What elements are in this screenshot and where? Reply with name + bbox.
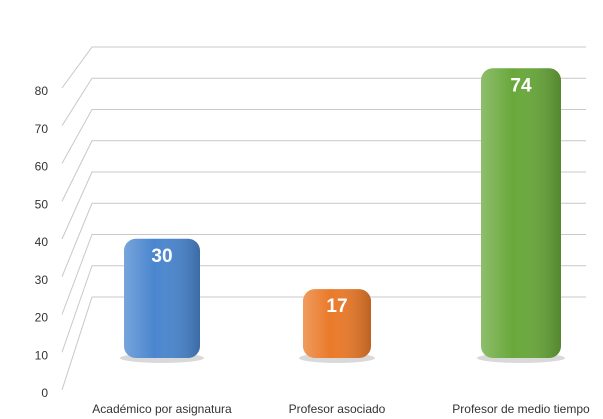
bar-shine: [124, 238, 200, 358]
y-tick-label: 60: [35, 160, 49, 174]
y-tick-label: 50: [35, 197, 49, 211]
y-tick-label: 40: [35, 235, 49, 249]
grid-line: [61, 171, 586, 240]
grid-line: [61, 234, 586, 315]
value-label: 30: [151, 246, 172, 267]
y-tick-label: 70: [35, 122, 49, 136]
bar-shine: [481, 68, 561, 358]
grid-line: [61, 265, 586, 353]
grid-line: [61, 296, 586, 391]
y-tick-label: 80: [35, 84, 49, 98]
y-tick-label: 30: [35, 273, 49, 287]
x-tick-label: Académico por asignatura: [92, 402, 232, 416]
grid-line: [61, 77, 586, 127]
grid-line: [61, 46, 586, 89]
grid-line: [61, 140, 586, 202]
y-tick-label: 0: [41, 386, 48, 400]
y-tick-label: 10: [35, 348, 49, 362]
value-label: 74: [510, 75, 532, 96]
x-tick-label: Profesor asociado: [289, 402, 386, 416]
value-label: 17: [326, 296, 347, 317]
y-tick-label: 20: [35, 311, 49, 325]
bar-shine: [303, 289, 371, 358]
grid-line: [61, 202, 586, 277]
grid-line: [61, 109, 586, 164]
x-tick-label: Profesor de medio tiempo: [452, 402, 590, 416]
